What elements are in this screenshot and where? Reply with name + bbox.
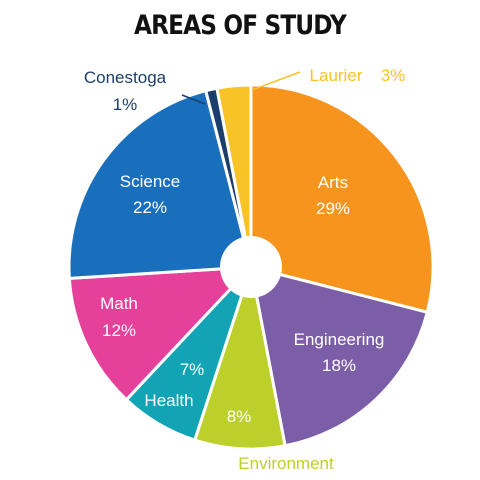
slice-label-science: Science — [120, 172, 180, 191]
slice-label-conestoga: Conestoga — [84, 68, 167, 87]
pie-slice-laurier — [215, 83, 253, 269]
slice-label-arts: Arts — [318, 173, 348, 192]
slice-label-laurier: Laurier — [310, 66, 363, 85]
slice-value-laurier: 3% — [381, 66, 406, 85]
pie-slice-engineering — [249, 265, 429, 448]
slice-label-math: Math — [100, 294, 138, 313]
chart-title: AREAS OF STUDY — [134, 10, 347, 41]
pie-slice-math — [67, 265, 253, 402]
slice-value-conestoga: 1% — [113, 95, 138, 114]
leader-line-conestoga — [181, 94, 206, 105]
slice-value-engineering: 18% — [322, 356, 356, 375]
slice-value-science: 22% — [133, 198, 167, 217]
donut-hole — [220, 236, 282, 298]
pie-slice-arts — [249, 83, 435, 314]
slice-label-environment: Environment — [238, 454, 334, 473]
slice-value-math: 12% — [102, 321, 136, 340]
pie-slice-environment — [193, 265, 287, 451]
slice-label-engineering: Engineering — [294, 330, 385, 349]
pie-slice-science — [67, 89, 253, 280]
slice-value-environment: 8% — [227, 407, 252, 426]
slice-value-arts: 29% — [316, 199, 350, 218]
slice-value-health: 7% — [180, 360, 205, 379]
slice-label-health: Health — [144, 391, 193, 410]
leader-line-laurier — [251, 71, 301, 91]
